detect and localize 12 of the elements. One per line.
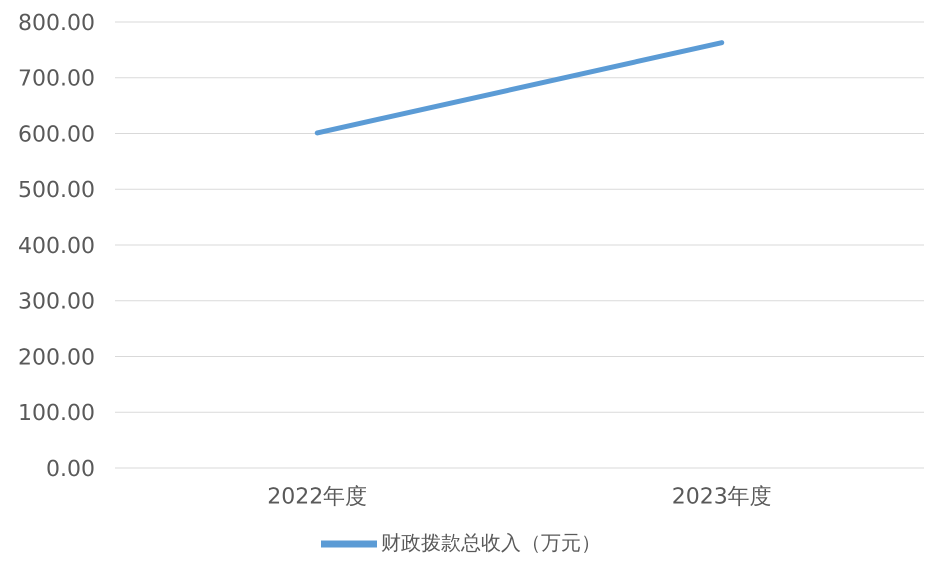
y-tick-label: 0.00: [46, 456, 95, 482]
legend-label: 财政拨款总收入（万元）: [381, 530, 601, 554]
y-tick-label: 200.00: [18, 345, 95, 370]
y-tick-label: 700.00: [18, 66, 95, 92]
y-tick-label: 100.00: [18, 401, 95, 426]
y-tick-label: 500.00: [18, 178, 95, 204]
y-tick-label: 800.00: [18, 10, 95, 36]
x-tick-label: 2023年度: [672, 484, 772, 510]
x-tick-label: 2022年度: [267, 484, 368, 510]
y-tick-label: 300.00: [18, 290, 95, 315]
y-tick-label: 400.00: [18, 234, 95, 259]
y-tick-label: 600.00: [18, 122, 95, 148]
